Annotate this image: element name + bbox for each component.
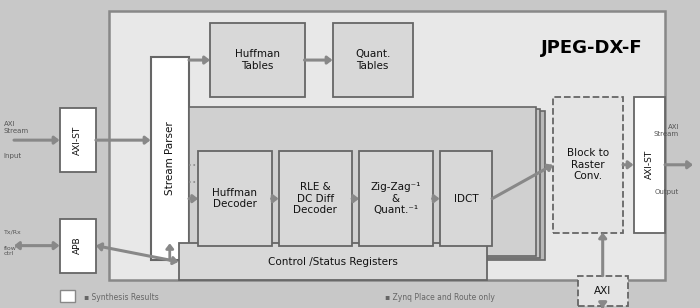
- FancyBboxPatch shape: [279, 151, 352, 246]
- FancyBboxPatch shape: [193, 109, 540, 258]
- Text: AXI-ST: AXI-ST: [645, 150, 654, 179]
- Text: Huffman
Tables: Huffman Tables: [234, 49, 280, 71]
- Text: Huffman
Decoder: Huffman Decoder: [212, 188, 258, 209]
- FancyBboxPatch shape: [578, 276, 628, 306]
- FancyBboxPatch shape: [440, 151, 492, 246]
- Text: AXI-ST: AXI-ST: [74, 126, 82, 155]
- Text: Output: Output: [654, 189, 679, 195]
- Text: AXI
Stream: AXI Stream: [654, 124, 679, 137]
- FancyBboxPatch shape: [189, 107, 536, 256]
- Text: flow
ctrl: flow ctrl: [4, 245, 16, 257]
- Text: APB: APB: [74, 237, 82, 254]
- Text: JPEG-DX-F: JPEG-DX-F: [540, 39, 643, 57]
- Text: Zig-Zag⁻¹
&
Quant.⁻¹: Zig-Zag⁻¹ & Quant.⁻¹: [371, 182, 421, 215]
- FancyBboxPatch shape: [108, 11, 665, 280]
- FancyBboxPatch shape: [332, 23, 413, 97]
- Text: Quant.
Tables: Quant. Tables: [355, 49, 391, 71]
- Text: AXI
Stream: AXI Stream: [4, 121, 29, 134]
- FancyBboxPatch shape: [198, 111, 545, 260]
- Text: RLE &
DC Diff
Decoder: RLE & DC Diff Decoder: [293, 182, 337, 215]
- Text: AXI: AXI: [594, 286, 611, 296]
- Text: IDCT: IDCT: [454, 194, 478, 204]
- Text: Input: Input: [4, 153, 22, 159]
- FancyBboxPatch shape: [60, 219, 96, 273]
- FancyBboxPatch shape: [634, 97, 665, 233]
- Text: Control /Status Registers: Control /Status Registers: [267, 257, 398, 267]
- FancyBboxPatch shape: [178, 243, 486, 280]
- Text: Tx/Rx: Tx/Rx: [4, 230, 21, 235]
- Text: ▪ Synthesis Results: ▪ Synthesis Results: [84, 293, 159, 302]
- FancyBboxPatch shape: [359, 151, 433, 246]
- Text: ▪ Zynq Place and Route only: ▪ Zynq Place and Route only: [385, 293, 495, 302]
- FancyBboxPatch shape: [60, 290, 75, 302]
- FancyBboxPatch shape: [198, 151, 272, 246]
- FancyBboxPatch shape: [210, 23, 304, 97]
- FancyBboxPatch shape: [60, 108, 96, 172]
- FancyBboxPatch shape: [150, 57, 189, 260]
- FancyBboxPatch shape: [553, 97, 623, 233]
- Text: Block to
Raster
Conv.: Block to Raster Conv.: [567, 148, 609, 181]
- Text: Stream Parser: Stream Parser: [164, 122, 175, 196]
